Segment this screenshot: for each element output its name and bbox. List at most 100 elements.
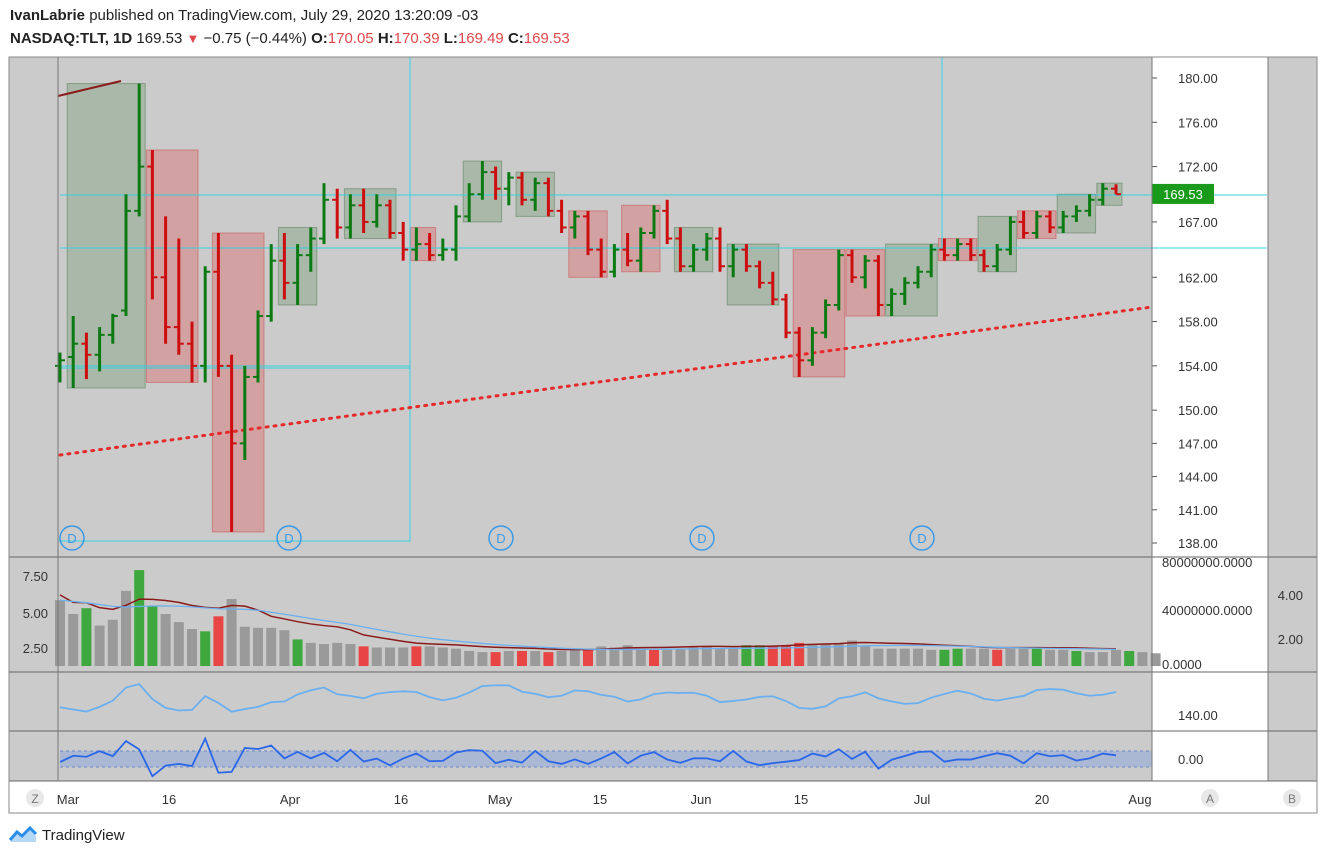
dotted-trend-line <box>58 305 1154 457</box>
low-value: 169.49 <box>457 30 504 47</box>
time-axis-label: Mar <box>57 792 80 807</box>
ohlc-bar <box>728 244 739 278</box>
ohlc-bar <box>81 332 92 380</box>
ohlc-bar <box>266 244 277 322</box>
price-axis-label: 147.00 <box>1178 436 1218 451</box>
volume-bar <box>266 627 277 666</box>
ohlc-bar <box>477 161 488 200</box>
ohlc-bar <box>596 238 607 278</box>
price-axis-label: 150.00 <box>1178 403 1218 418</box>
range-box-0 <box>66 83 146 389</box>
ohlc-bar <box>160 216 171 344</box>
volume-bar <box>675 648 686 666</box>
volume-bar <box>886 648 897 666</box>
ohlc-bar <box>1058 210 1069 233</box>
range-box-4 <box>343 188 397 240</box>
volume-bar <box>913 648 923 666</box>
volume-bar <box>622 645 633 666</box>
volume-bar <box>807 644 818 666</box>
volume-bar <box>979 648 989 666</box>
time-axis-label: 16 <box>162 792 176 807</box>
volume-bar <box>503 650 514 666</box>
ohlc-bar <box>622 233 633 267</box>
ohlc-bar <box>134 83 145 217</box>
volume-bar <box>1097 652 1108 666</box>
oscillator-axis-label: 140.00 <box>1178 708 1218 723</box>
ohlc-bar <box>556 199 567 233</box>
volume-secondary-axis-label: 2.00 <box>1278 632 1303 647</box>
volume-bar <box>279 630 290 666</box>
high-label: H: <box>377 30 394 47</box>
ohlc-bar <box>305 227 316 272</box>
ohlc-bar <box>1084 194 1095 217</box>
volume-bar <box>1150 653 1161 666</box>
price-axis-label: 176.00 <box>1178 115 1218 130</box>
volume-bar <box>556 650 567 666</box>
volume-bar <box>200 631 211 666</box>
volume-bar <box>1045 649 1055 666</box>
change-value: −0.75 (−0.44%) <box>203 30 307 47</box>
ohlc-bar <box>675 227 686 272</box>
ohlc-bar <box>503 172 514 206</box>
time-axis-label: 20 <box>1035 792 1049 807</box>
ohlc-bar <box>1045 210 1055 233</box>
oscillator-band <box>60 751 1152 767</box>
ohlc-bar <box>899 277 910 305</box>
symbol-label[interactable]: NASDAQ:TLT, 1D <box>10 30 133 47</box>
dividend-marker-label: D <box>496 531 505 546</box>
dividend-marker-icon <box>276 525 302 551</box>
open-label: O: <box>311 30 328 47</box>
author-name[interactable]: IvanLabrie <box>10 7 86 24</box>
volume-bar <box>292 639 303 666</box>
volume-bar <box>451 648 461 666</box>
volume-bar <box>173 622 184 666</box>
volume-bar <box>226 598 237 666</box>
ohlc-bar <box>1031 210 1042 239</box>
volume-bar <box>1111 649 1121 666</box>
volume-bar <box>187 629 197 666</box>
dividend-marker-icon <box>59 525 85 551</box>
volume-bar <box>569 648 580 666</box>
volume-bar <box>1071 650 1082 666</box>
ohlc-bar <box>1071 205 1082 222</box>
volume-bar <box>952 648 963 666</box>
ohlc-bar <box>979 249 989 272</box>
price-axis-label: 154.00 <box>1178 359 1218 374</box>
time-axis-label: Apr <box>280 792 301 807</box>
volume-bar <box>688 647 699 666</box>
volume-bar <box>239 626 250 666</box>
tradingview-footer[interactable]: TradingView <box>8 826 125 844</box>
ohlc-bar <box>107 313 118 344</box>
volume-left-axis-label: 5.00 <box>23 606 48 621</box>
volume-bar <box>94 625 105 666</box>
ohlc-bar <box>715 227 725 272</box>
ohlc-bar <box>319 183 329 245</box>
ohlc-bar <box>451 205 461 261</box>
volume-bar <box>319 644 329 666</box>
ohlc-bar <box>464 183 475 222</box>
volume-right-axis-label: 80000000.0000 <box>1162 555 1252 570</box>
volume-bar <box>134 570 145 666</box>
resistance-line <box>57 80 122 97</box>
ohlc-bar <box>926 244 937 278</box>
volume-bar <box>1005 648 1016 666</box>
ohlc-bar <box>569 210 580 239</box>
low-label: L: <box>443 30 458 47</box>
dividend-marker-icon <box>689 525 715 551</box>
volume-bar <box>847 640 857 666</box>
dividend-marker-icon <box>909 525 935 551</box>
ohlc-bar <box>992 244 1003 272</box>
volume-bar <box>121 590 131 666</box>
volume-bar <box>517 650 527 666</box>
ohlc-bar <box>358 188 369 233</box>
ohlc-bar <box>807 327 818 366</box>
ohlc-bar <box>490 166 501 200</box>
ohlc-bar <box>1111 184 1121 196</box>
published-text: published on TradingView.com, July 29, 2… <box>85 7 479 24</box>
ohlc-bar <box>68 316 79 388</box>
ohlc-bar <box>424 233 435 261</box>
ohlc-bar <box>1005 216 1016 256</box>
volume-bar <box>583 648 593 666</box>
ohlc-bar <box>1097 183 1108 206</box>
